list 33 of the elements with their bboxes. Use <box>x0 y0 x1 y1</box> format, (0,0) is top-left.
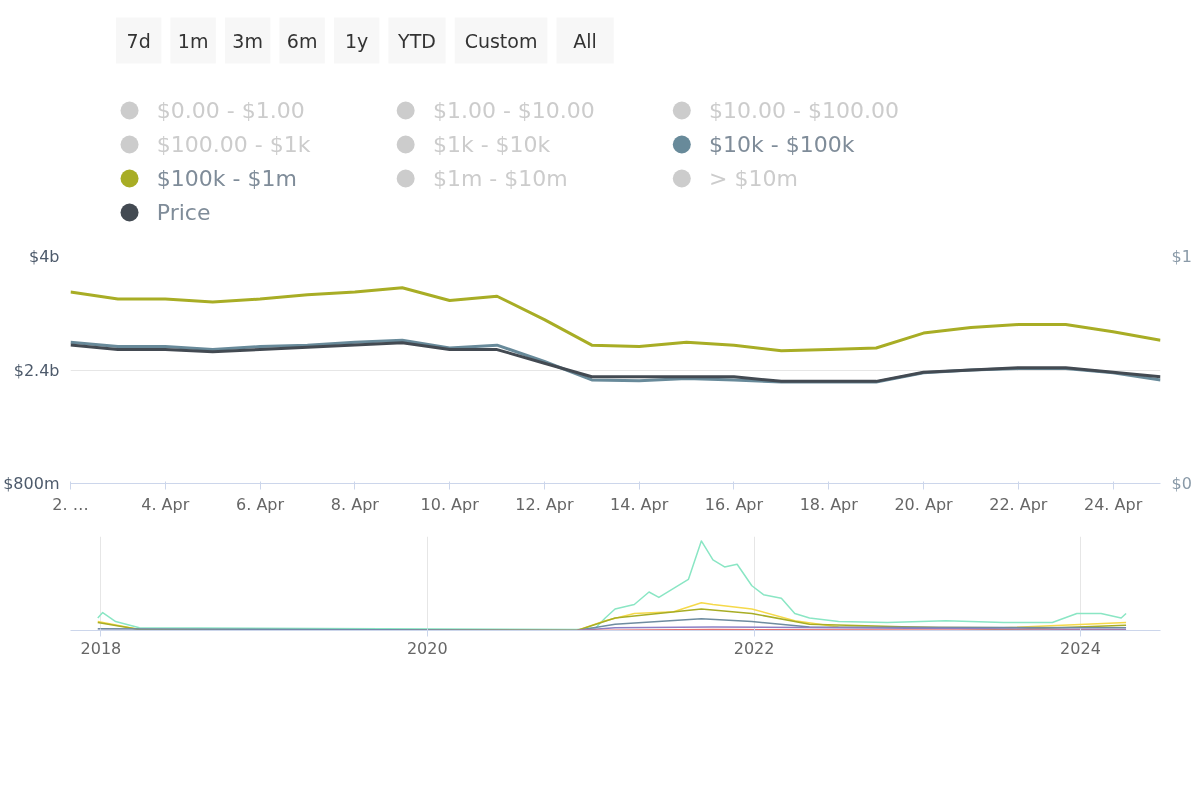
x-tick-label: 16. Apr <box>704 494 764 514</box>
line-series <box>70 286 1161 353</box>
text: 6m <box>286 29 318 52</box>
text: 3m <box>232 29 263 52</box>
y-tick-label: $4b <box>28 247 60 266</box>
x-tick-label: 8. Apr <box>330 494 380 514</box>
x-tick-label: 6. Apr <box>236 494 285 514</box>
y-tick-label: $800m <box>3 474 60 493</box>
x-tick-label: 2018 <box>80 638 122 658</box>
x-tick-label: 14. Apr <box>610 494 669 514</box>
y2-tick-label: $1 <box>1171 247 1192 266</box>
x-tick-label: 22. Apr <box>989 494 1048 514</box>
x-tick-label: 2. … <box>52 494 89 514</box>
text: Custom <box>464 29 538 52</box>
y-tick-label: $2.4b <box>13 360 60 380</box>
text: 1y <box>344 29 369 52</box>
x-tick-label: 2024 <box>1060 638 1101 658</box>
y2-tick-label: $0 <box>1171 474 1192 493</box>
legend-label: $10k - $100k <box>709 132 855 157</box>
x-tick-label: 12. Apr <box>515 494 574 514</box>
x-tick-label: 20. Apr <box>894 494 954 514</box>
x-tick-label: 10. Apr <box>420 494 480 514</box>
legend-label: $100k - $1m <box>156 166 297 191</box>
x-tick-label: 24. Apr <box>1084 494 1143 514</box>
legend-label: Price <box>156 200 211 225</box>
x-tick-label: 4. Apr <box>141 494 190 514</box>
text: 7d <box>126 29 151 52</box>
x-tick-label: 2020 <box>406 638 448 658</box>
x-tick-label: 18. Apr <box>799 494 859 514</box>
text: 1m <box>177 29 209 52</box>
text: All <box>573 29 597 52</box>
x-tick-label: 2022 <box>733 638 775 658</box>
text: YTD <box>397 29 436 52</box>
